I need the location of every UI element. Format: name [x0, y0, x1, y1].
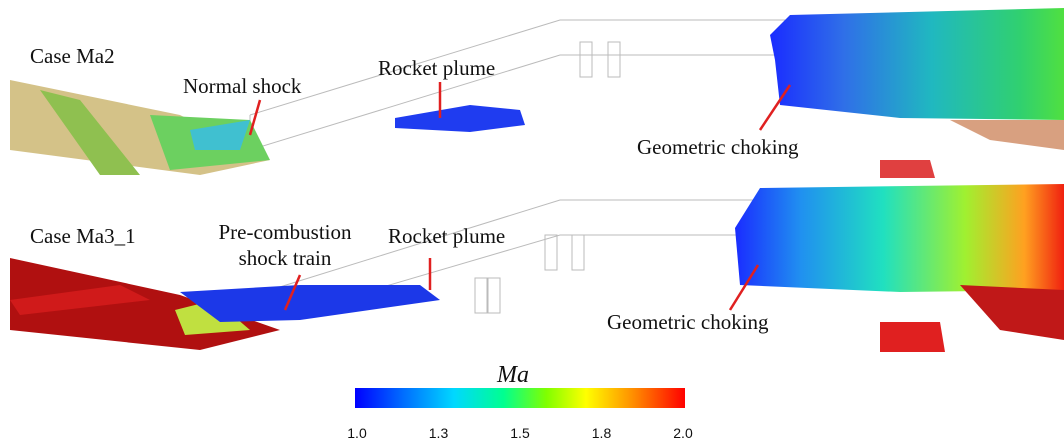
colorbar-tick-label: 1.0	[347, 425, 366, 441]
annotation: Rocket plume	[378, 58, 495, 79]
flow-field	[0, 0, 1064, 444]
colorbar-tick-label: 1.3	[429, 425, 448, 441]
case-label: Case Ma3_1	[30, 226, 136, 247]
colorbar-tick-label: 1.5	[510, 425, 529, 441]
annotation: Geometric choking	[607, 312, 769, 333]
panel-1-geometry	[10, 8, 1064, 178]
annotation: Pre-combustion shock train	[195, 219, 375, 272]
annotation: Geometric choking	[637, 137, 799, 158]
colorbar	[355, 388, 685, 408]
annotation: Normal shock	[183, 76, 301, 97]
panel-2-geometry	[10, 184, 1064, 352]
colorbar-tick-label: 1.8	[592, 425, 611, 441]
colorbar-title: Ma	[497, 362, 529, 389]
figure: Case Ma2 Normal shock Rocket plume Geome…	[0, 0, 1064, 444]
case-label: Case Ma2	[30, 46, 115, 67]
colorbar-tick-label: 2.0	[673, 425, 692, 441]
annotation: Rocket plume	[388, 226, 505, 247]
